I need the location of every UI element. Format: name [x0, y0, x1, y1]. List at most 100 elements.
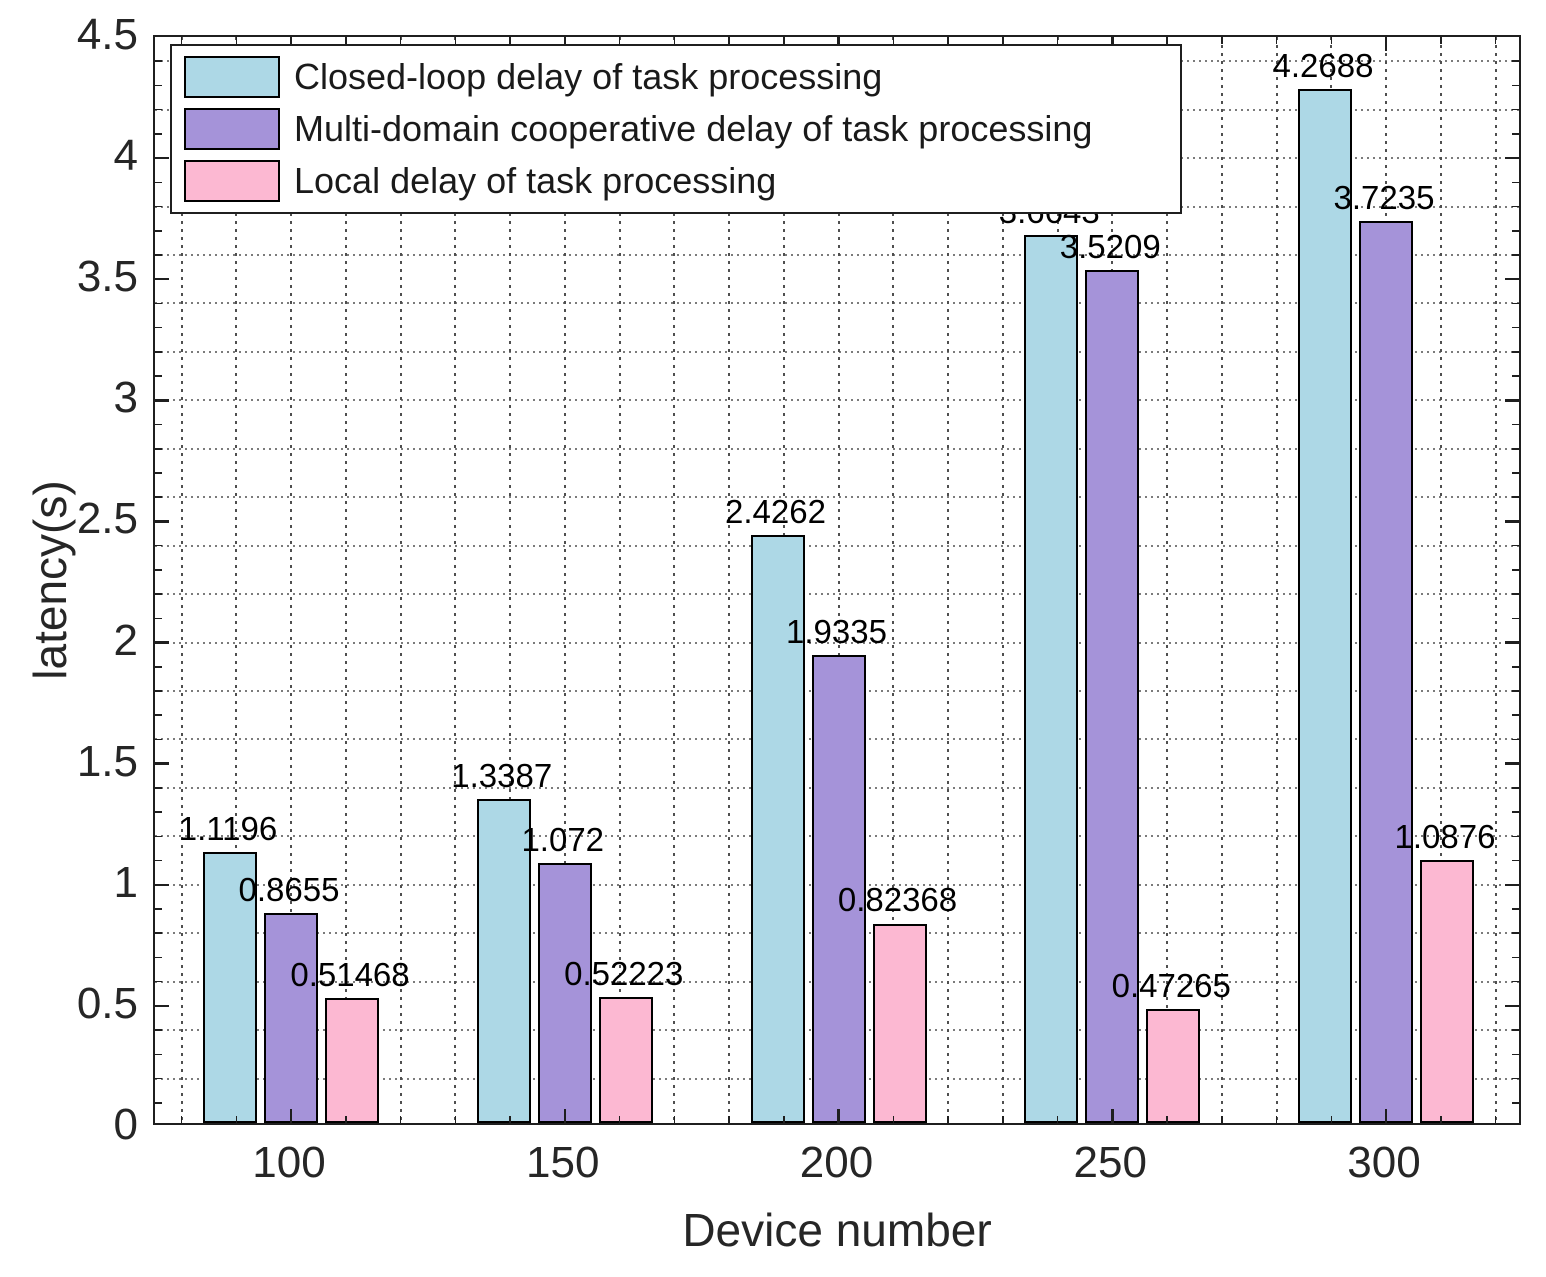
x-tick-label: 100 [252, 1138, 326, 1187]
x-major-tick [1384, 1109, 1388, 1123]
y-minor-tick [1512, 1077, 1519, 1080]
legend-item: Multi-domain cooperative delay of task p… [184, 108, 1172, 150]
vertical-gridline [947, 37, 949, 1123]
vertical-gridline [563, 37, 566, 1123]
bar-value-label: 1.3387 [451, 756, 553, 794]
y-minor-tick [1512, 351, 1519, 353]
horizontal-gridline [155, 544, 1519, 547]
vertical-gridline [1220, 37, 1223, 1123]
y-minor-tick [155, 593, 162, 595]
legend-label: Closed-loop delay of task processing [294, 56, 883, 97]
x-tick-label: 150 [526, 1138, 600, 1187]
y-minor-tick [155, 859, 162, 862]
y-minor-tick [155, 472, 162, 474]
y-minor-tick [1512, 326, 1519, 329]
y-minor-tick [1512, 448, 1519, 450]
x-minor-tick [892, 1116, 894, 1123]
x-minor-tick [673, 37, 675, 44]
bar-value-label: 3.7235 [1333, 179, 1435, 217]
bar [1359, 221, 1413, 1123]
y-major-tick [1505, 399, 1519, 402]
vertical-gridline [509, 37, 511, 1123]
bar [537, 863, 592, 1123]
y-minor-tick [155, 835, 162, 838]
bar-value-label: 1.9335 [786, 612, 887, 650]
vertical-gridline [837, 37, 840, 1123]
y-tick-label: 0 [113, 1100, 138, 1149]
horizontal-gridline [155, 593, 1519, 596]
y-minor-tick [1512, 254, 1519, 256]
x-minor-tick [1440, 1116, 1442, 1123]
y-minor-tick [1512, 472, 1519, 474]
vertical-gridline [180, 37, 183, 1123]
x-minor-tick [509, 1116, 511, 1123]
y-minor-tick [155, 375, 162, 377]
y-minor-tick [155, 908, 162, 910]
x-tick-label: 300 [1347, 1138, 1421, 1187]
y-minor-tick [1512, 1053, 1519, 1056]
y-minor-tick [155, 230, 162, 232]
x-minor-tick [1440, 37, 1442, 44]
bar [1298, 89, 1352, 1123]
y-minor-tick [1512, 302, 1519, 305]
x-minor-tick [783, 1116, 785, 1123]
x-minor-tick [1494, 1116, 1497, 1123]
x-minor-tick [1330, 1116, 1332, 1123]
y-minor-tick [155, 690, 162, 692]
bar [476, 798, 531, 1123]
y-minor-tick [155, 956, 162, 959]
y-major-tick [155, 883, 169, 887]
vertical-gridline [344, 37, 347, 1123]
vertical-gridline [1166, 37, 1168, 1123]
bar [1024, 235, 1079, 1123]
horizontal-gridline [155, 641, 1519, 644]
legend: Closed-loop delay of task processing Mul… [170, 44, 1182, 214]
bar [1085, 270, 1140, 1123]
x-minor-tick [454, 1116, 456, 1123]
y-minor-tick [155, 1029, 162, 1031]
bar-value-label: 0.51468 [290, 956, 410, 994]
x-minor-tick [399, 37, 402, 44]
x-minor-tick [345, 1116, 347, 1123]
y-minor-tick [155, 302, 162, 305]
y-major-tick [1505, 1004, 1519, 1008]
x-minor-tick [235, 37, 237, 44]
bar-value-label: 0.82368 [837, 881, 958, 919]
x-minor-tick [728, 1116, 730, 1123]
x-axis-label: Device number [682, 1204, 992, 1256]
y-minor-tick [1512, 60, 1519, 62]
plot-area [153, 35, 1521, 1125]
y-minor-tick [1512, 423, 1519, 426]
x-minor-tick [1002, 1116, 1004, 1123]
y-minor-tick [155, 326, 162, 329]
y-minor-tick [1512, 544, 1519, 547]
bar [750, 535, 805, 1123]
x-minor-tick [235, 1116, 237, 1123]
x-major-tick [289, 1109, 293, 1123]
y-tick-label: 1.5 [76, 736, 138, 786]
legend-swatch-multi-domain [184, 108, 280, 150]
y-minor-tick [1512, 811, 1519, 813]
bar [264, 913, 318, 1123]
x-minor-tick [1221, 37, 1223, 44]
y-minor-tick [1512, 714, 1519, 716]
y-minor-tick [155, 351, 162, 353]
bar-value-label: 0.8655 [238, 871, 340, 909]
vertical-gridline [1001, 37, 1004, 1123]
y-minor-tick [155, 738, 162, 741]
x-minor-tick [783, 37, 785, 44]
x-minor-tick [1330, 37, 1332, 44]
y-minor-tick [155, 811, 162, 813]
bar [598, 996, 653, 1123]
x-minor-tick [1002, 37, 1004, 44]
bar [203, 851, 257, 1123]
vertical-gridline [673, 37, 676, 1123]
y-minor-tick [1512, 690, 1519, 692]
y-minor-tick [1512, 375, 1519, 377]
y-minor-tick [1512, 593, 1519, 595]
y-minor-tick [155, 666, 162, 668]
x-minor-tick [1166, 1116, 1168, 1123]
y-minor-tick [1512, 932, 1519, 934]
x-minor-tick [180, 37, 183, 44]
y-tick-label: 4 [113, 131, 138, 181]
